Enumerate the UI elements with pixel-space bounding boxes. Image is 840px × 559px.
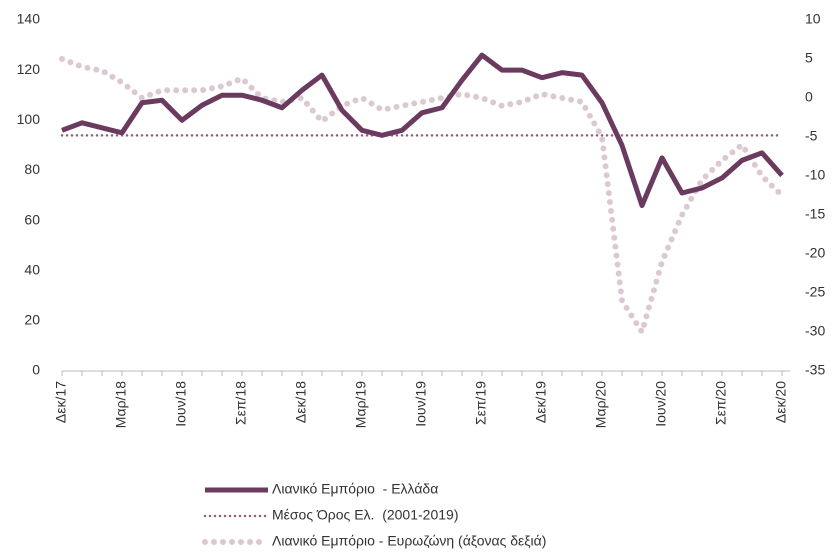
y2-tick-label: -10 bbox=[805, 167, 825, 183]
legend-label: Λιανικό Εμπόριο - Ευρωζώνη (άξονας δεξιά… bbox=[272, 533, 546, 549]
x-tick-label: Σεπ/20 bbox=[713, 381, 729, 425]
x-tick-label: Μαρ/20 bbox=[593, 381, 609, 428]
y2-tick-label: 0 bbox=[805, 89, 813, 105]
legend-label: Μέσος Όρος Ελ. (2001-2019) bbox=[272, 507, 458, 523]
y2-tick-label: -15 bbox=[805, 206, 825, 222]
x-tick-label: Δεκ/19 bbox=[533, 381, 549, 423]
x-tick-label: Δεκ/17 bbox=[53, 381, 69, 423]
y2-tick-label: 5 bbox=[805, 50, 813, 66]
y-tick-label: 20 bbox=[24, 312, 40, 328]
x-tick-label: Ιουν/19 bbox=[413, 381, 429, 427]
y-tick-label: 120 bbox=[17, 61, 41, 77]
x-tick-label: Μαρ/19 bbox=[353, 381, 369, 428]
y-tick-label: 100 bbox=[17, 111, 41, 127]
x-tick-label: Σεπ/18 bbox=[233, 381, 249, 425]
x-tick-label: Ιουν/18 bbox=[173, 381, 189, 427]
y-tick-label: 40 bbox=[24, 261, 40, 277]
y2-tick-label: 10 bbox=[805, 11, 821, 27]
y-tick-label: 60 bbox=[24, 211, 40, 227]
x-tick-label: Ιουν/20 bbox=[653, 381, 669, 427]
y2-tick-label: -5 bbox=[805, 128, 818, 144]
y2-tick-label: -30 bbox=[805, 323, 825, 339]
y-tick-label: 0 bbox=[32, 362, 40, 378]
y2-tick-label: -35 bbox=[805, 362, 825, 378]
series-line bbox=[59, 56, 785, 335]
y2-tick-label: -20 bbox=[805, 245, 825, 261]
x-tick-label: Σεπ/19 bbox=[473, 381, 489, 425]
x-tick-label: Δεκ/18 bbox=[293, 381, 309, 423]
legend-label: Λιανικό Εμπόριο - Ελλάδα bbox=[272, 481, 438, 497]
x-tick-label: Μαρ/18 bbox=[113, 381, 129, 428]
y2-tick-label: -25 bbox=[805, 284, 825, 300]
y-tick-label: 140 bbox=[17, 11, 41, 27]
x-tick-label: Δεκ/20 bbox=[773, 381, 789, 423]
y-tick-label: 80 bbox=[24, 161, 40, 177]
series-line bbox=[61, 52, 784, 209]
